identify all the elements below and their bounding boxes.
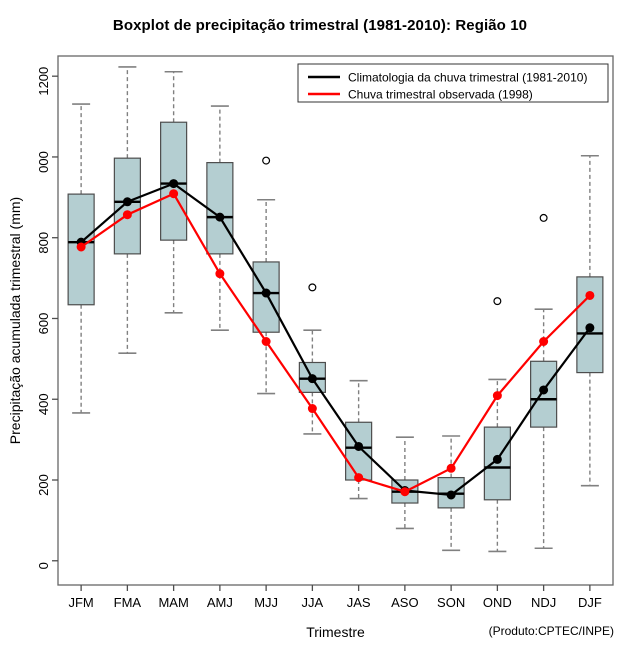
outlier-point xyxy=(539,213,548,222)
series-point xyxy=(446,490,456,500)
series-point xyxy=(539,385,549,395)
legend: Climatologia da chuva trimestral (1981-2… xyxy=(297,63,609,103)
plot-frame xyxy=(57,55,614,586)
x-tick-label: MJJ xyxy=(254,595,278,610)
boxplot-ndj xyxy=(530,213,558,550)
y-tick-label: 400 xyxy=(36,393,51,415)
y-tick-label: 1200 xyxy=(36,67,51,96)
boxplot-djf xyxy=(576,154,604,487)
box-iqr xyxy=(530,360,558,428)
x-axis: JFM FMA MAM AMJ MJJ JJA JAS ASO SON OND NDJ DJF xyxy=(68,585,602,610)
x-tick-label: ASO xyxy=(391,595,418,610)
series-point xyxy=(354,473,364,483)
x-tick-label: NDJ xyxy=(531,595,556,610)
series-line xyxy=(80,182,591,497)
outlier-point xyxy=(262,156,271,165)
series-point xyxy=(169,179,179,189)
box-iqr xyxy=(206,162,234,255)
series-point xyxy=(492,391,502,401)
page-title: Boxplot de precipitação trimestral (1981… xyxy=(112,17,528,34)
y-tick-label: 600 xyxy=(36,313,51,335)
y-axis-title: Precipitação acumulada trimestral (mm) xyxy=(7,197,23,444)
x-axis-title: Trimestre xyxy=(306,624,365,640)
x-tick-label: JFM xyxy=(68,595,93,610)
boxplot-group xyxy=(67,66,604,553)
boxplot-ond xyxy=(483,297,511,553)
x-tick-label: JJA xyxy=(302,595,324,610)
legend-label-2: Chuva trimestral observada (1998) xyxy=(348,88,533,102)
y-tick-label: 000 xyxy=(36,151,51,173)
series-point xyxy=(215,212,225,222)
series-point xyxy=(585,290,595,300)
y-tick-label: 0 xyxy=(36,562,51,569)
y-tick-label: 800 xyxy=(36,232,51,254)
boxplot-jfm xyxy=(67,103,95,414)
boxplot-mjj xyxy=(252,156,280,395)
series-point xyxy=(307,374,317,384)
legend-box xyxy=(297,63,609,103)
series-point xyxy=(261,336,271,346)
x-tick-label: MAM xyxy=(158,595,188,610)
series-point xyxy=(122,210,132,220)
x-tick-label: DJF xyxy=(578,595,602,610)
credit-label: (Produto:CPTEC/INPE) xyxy=(489,624,614,638)
series-point xyxy=(492,454,502,464)
x-tick-label: OND xyxy=(483,595,512,610)
y-axis: 0 200 400 600 800 000 1200 xyxy=(36,67,58,569)
boxplot-amj xyxy=(206,105,234,331)
x-tick-label: FMA xyxy=(114,595,142,610)
x-tick-label: SON xyxy=(437,595,465,610)
series-point xyxy=(446,463,456,473)
x-tick-label: JAS xyxy=(347,595,371,610)
boxplot-jas xyxy=(345,379,373,500)
series-point xyxy=(169,189,179,199)
series-point xyxy=(539,336,549,346)
box-iqr xyxy=(298,361,326,393)
series-1 xyxy=(76,179,595,500)
y-tick-label: 200 xyxy=(36,474,51,496)
legend-label-1: Climatologia da chuva trimestral (1981-2… xyxy=(348,71,587,85)
series-line xyxy=(80,192,591,493)
series-group xyxy=(76,179,595,500)
outlier-point xyxy=(308,283,317,292)
series-point xyxy=(585,323,595,333)
boxplot-jja xyxy=(298,283,326,435)
box-iqr xyxy=(345,421,373,481)
series-point xyxy=(76,242,86,252)
series-point xyxy=(122,197,132,207)
series-point xyxy=(261,288,271,298)
series-point xyxy=(307,404,317,414)
series-2 xyxy=(76,189,595,497)
series-point xyxy=(354,441,364,451)
x-tick-label: AMJ xyxy=(207,595,233,610)
series-point xyxy=(400,487,410,497)
outlier-point xyxy=(493,297,502,306)
series-point xyxy=(215,269,225,279)
